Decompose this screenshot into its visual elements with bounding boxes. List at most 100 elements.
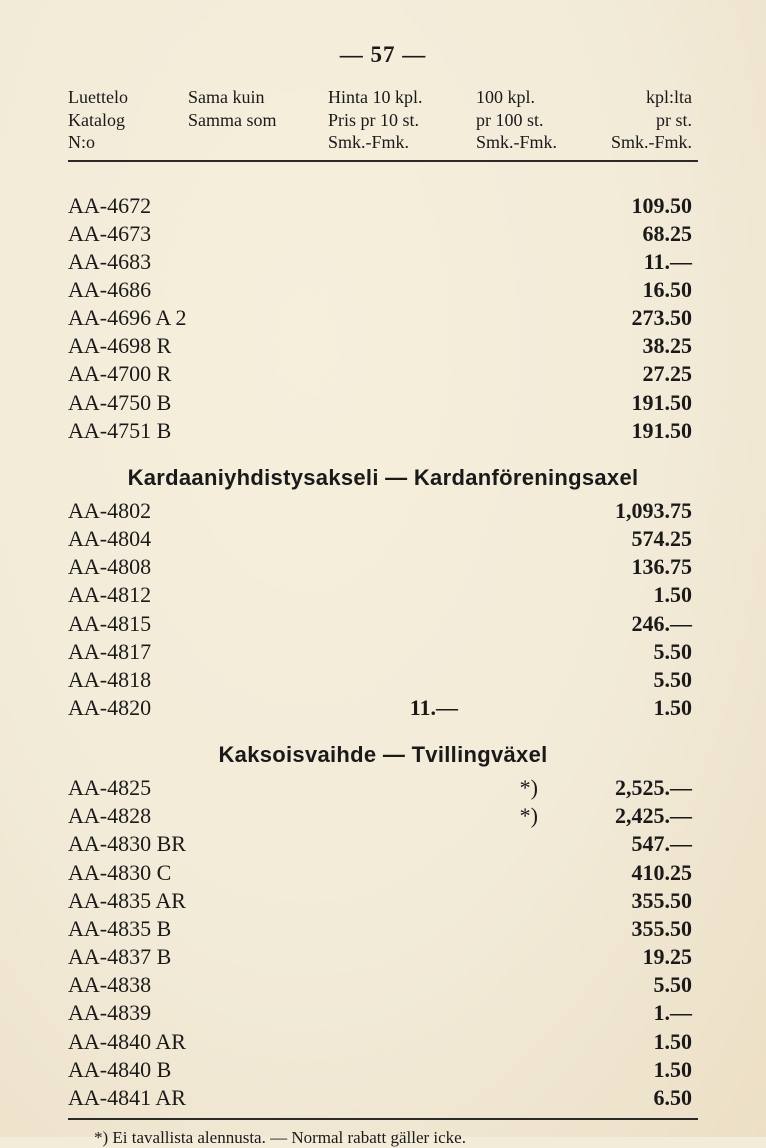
item-code: AA-4828 <box>68 802 288 830</box>
item-code: AA-4802 <box>68 497 288 525</box>
header-cell: Hinta 10 kpl. <box>328 86 476 109</box>
price-each: 136.75 <box>538 553 698 581</box>
table-row: AA-4808 136.75 <box>68 553 698 581</box>
item-code: AA-4830 C <box>68 859 288 887</box>
table-row: AA-4673 68.25 <box>68 220 698 248</box>
table-row: AA-4804 574.25 <box>68 525 698 553</box>
table-row: AA-4839 1.— <box>68 999 698 1027</box>
header-cell: kpl:lta <box>586 86 692 109</box>
price-each: 1,093.75 <box>538 497 698 525</box>
price-each: 5.50 <box>538 971 698 999</box>
item-code: AA-4750 B <box>68 389 288 417</box>
table-row: AA-468311.— <box>68 248 698 276</box>
item-code: AA-4817 <box>68 638 288 666</box>
item-code: AA-4839 <box>68 999 288 1027</box>
table-row: AA-4812 1.50 <box>68 581 698 609</box>
table-row: AA-4802 1,093.75 <box>68 497 698 525</box>
table-row: AA-4700 R 27.25 <box>68 360 698 388</box>
table-row: AA-4672 109.50 <box>68 192 698 220</box>
price-each: 1.50 <box>538 694 698 722</box>
header-cell: pr st. <box>586 109 692 132</box>
price-each: 191.50 <box>538 389 698 417</box>
header-cell: Smk.-Fmk. <box>586 131 692 154</box>
item-code: AA-4835 AR <box>68 887 288 915</box>
item-code: AA-4808 <box>68 553 288 581</box>
item-code: AA-4804 <box>68 525 288 553</box>
header-cell: 100 kpl. <box>476 86 586 109</box>
table-header: Luettelo Katalog N:o Sama kuin Samma som… <box>68 86 698 154</box>
header-cell: Pris pr 10 st. <box>328 109 476 132</box>
table-row: AA-4835 B 355.50 <box>68 915 698 943</box>
header-cell: Luettelo <box>68 86 188 109</box>
table-row: AA-48185.50 <box>68 666 698 694</box>
item-code: AA-4825 <box>68 774 288 802</box>
table-row: AA-4840 B 1.50 <box>68 1056 698 1084</box>
item-code: AA-4820 <box>68 694 288 722</box>
rule-under-header <box>68 160 698 162</box>
header-col-100kpl: 100 kpl. pr 100 st. Smk.-Fmk. <box>476 86 586 154</box>
price-each: 27.25 <box>538 360 698 388</box>
price-each: 68.25 <box>538 220 698 248</box>
item-code: AA-4840 AR <box>68 1028 288 1056</box>
header-col-hinta10: Hinta 10 kpl. Pris pr 10 st. Smk.-Fmk. <box>328 86 476 154</box>
footnote: *) Ei tavallista alennusta. — Normal rab… <box>68 1128 698 1148</box>
rule-above-footnote <box>68 1118 698 1120</box>
section-title-kaksoisvaihde: Kaksoisvaihde — Tvillingväxel <box>68 742 698 768</box>
price-each: 574.25 <box>538 525 698 553</box>
price-each: 2,425.— <box>538 802 698 830</box>
table-row: AA-4698 R38.25 <box>68 332 698 360</box>
page: — 57 — Luettelo Katalog N:o Sama kuin Sa… <box>0 0 766 1137</box>
price-rows-section3: AA-4825*)2,525.—AA-4828*)2,425.—AA-4830 … <box>68 774 698 1112</box>
item-code: AA-4840 B <box>68 1056 288 1084</box>
price-each: 11.— <box>538 248 698 276</box>
item-code: AA-4696 A 2 <box>68 304 288 332</box>
header-cell: N:o <box>68 131 188 154</box>
item-code: AA-4835 B <box>68 915 288 943</box>
table-row: AA-4838 5.50 <box>68 971 698 999</box>
item-code: AA-4830 BR <box>68 830 288 858</box>
header-cell: pr 100 st. <box>476 109 586 132</box>
table-row: AA-48175.50 <box>68 638 698 666</box>
item-code: AA-4812 <box>68 581 288 609</box>
table-row: AA-4828*)2,425.— <box>68 802 698 830</box>
price-each: 355.50 <box>538 915 698 943</box>
item-code: AA-4673 <box>68 220 288 248</box>
price-each: 38.25 <box>538 332 698 360</box>
item-code: AA-4838 <box>68 971 288 999</box>
page-number: — 57 — <box>68 42 698 68</box>
header-col-luettelo: Luettelo Katalog N:o <box>68 86 188 154</box>
table-row: AA-4830 BR 547.— <box>68 830 698 858</box>
price-each: 191.50 <box>538 417 698 445</box>
price-each: 1.50 <box>538 1056 698 1084</box>
price-each: 410.25 <box>538 859 698 887</box>
price-each: 19.25 <box>538 943 698 971</box>
table-row: AA-482011.— 1.50 <box>68 694 698 722</box>
price-each: 1.50 <box>538 581 698 609</box>
table-row: AA-4686 16.50 <box>68 276 698 304</box>
header-cell: Samma som <box>188 109 328 132</box>
item-code: AA-4841 AR <box>68 1084 288 1112</box>
item-code: AA-4700 R <box>68 360 288 388</box>
price-each: 547.— <box>538 830 698 858</box>
item-code: AA-4686 <box>68 276 288 304</box>
table-row: AA-4750 B 191.50 <box>68 389 698 417</box>
table-row: AA-4830 C 410.25 <box>68 859 698 887</box>
table-row: AA-4835 AR 355.50 <box>68 887 698 915</box>
price-each: 16.50 <box>538 276 698 304</box>
price-each: 355.50 <box>538 887 698 915</box>
price-10kpl: 11.— <box>288 694 498 722</box>
table-row: AA-4751 B191.50 <box>68 417 698 445</box>
table-row: AA-4815246.— <box>68 610 698 638</box>
item-code: AA-4672 <box>68 192 288 220</box>
header-col-kpllta: kpl:lta pr st. Smk.-Fmk. <box>586 86 698 154</box>
price-each: 246.— <box>538 610 698 638</box>
header-cell: Smk.-Fmk. <box>328 131 476 154</box>
table-row: AA-4825*)2,525.— <box>68 774 698 802</box>
price-each: 273.50 <box>538 304 698 332</box>
price-each: 109.50 <box>538 192 698 220</box>
header-col-sama: Sama kuin Samma som <box>188 86 328 154</box>
price-each: 1.— <box>538 999 698 1027</box>
table-row: AA-4837 B19.25 <box>68 943 698 971</box>
price-each: 6.50 <box>538 1084 698 1112</box>
table-row: AA-4696 A 2 273.50 <box>68 304 698 332</box>
